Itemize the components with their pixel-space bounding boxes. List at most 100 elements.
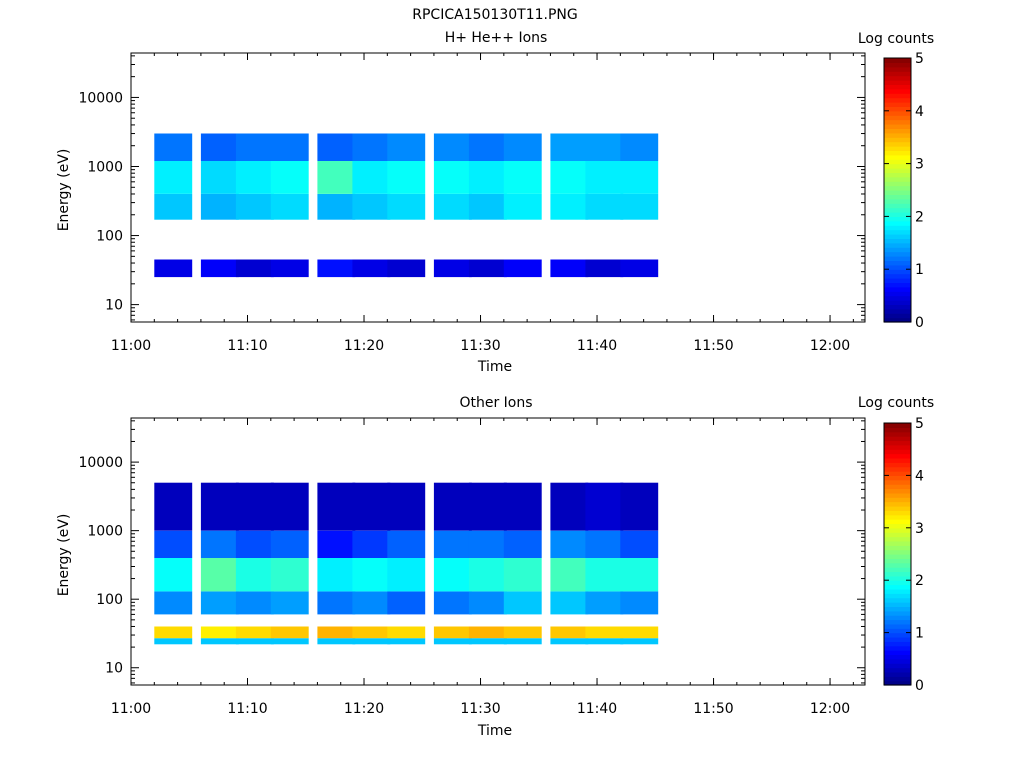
colorbar-segment bbox=[884, 567, 911, 573]
colorbar-segment bbox=[884, 256, 911, 261]
heatmap-cell bbox=[270, 626, 309, 639]
colorbar-segment bbox=[884, 475, 911, 481]
heatmap-cell bbox=[503, 133, 542, 161]
x-tick-label: 11:10 bbox=[227, 701, 267, 717]
colorbar-segment bbox=[884, 532, 911, 538]
heatmap-cell bbox=[317, 133, 356, 161]
plot-axes: 11:00 11:10 11:20 11:30 11:40 11:50 12:00 10 100… bbox=[78, 417, 866, 717]
x-tick-label: 12:00 bbox=[810, 701, 850, 717]
heatmap-cell bbox=[352, 194, 391, 220]
colorbar-segment bbox=[884, 619, 911, 625]
heatmap-cell bbox=[503, 626, 542, 639]
heatmap-cell bbox=[550, 530, 589, 558]
heatmap-cell bbox=[154, 259, 193, 278]
heatmap-cell bbox=[468, 194, 507, 220]
colorbar-segment bbox=[884, 588, 911, 594]
colorbar-segment bbox=[884, 260, 911, 266]
panel-h-he-ions: H+ He++ Ions Time Energy (eV) Log counts… bbox=[56, 30, 934, 375]
heatmap-cell bbox=[200, 133, 239, 161]
colorbar-segment bbox=[884, 562, 911, 568]
colorbar-segment bbox=[884, 194, 911, 200]
heatmap-cell bbox=[620, 133, 659, 161]
heatmap-cell bbox=[585, 530, 624, 558]
heatmap-cell bbox=[270, 557, 309, 592]
colorbar-segment bbox=[884, 676, 911, 682]
colorbar-tick-label: 5 bbox=[915, 51, 924, 67]
colorbar-segment bbox=[884, 606, 911, 612]
heatmap-cell bbox=[503, 194, 542, 220]
colorbar-tick-label: 2 bbox=[915, 573, 924, 589]
colorbar-segment bbox=[884, 163, 911, 169]
heatmap-cell bbox=[433, 530, 472, 558]
colorbar-segment bbox=[884, 176, 911, 182]
heatmap-cell bbox=[550, 626, 589, 639]
colorbar-segment bbox=[884, 216, 911, 222]
heatmap-cell bbox=[154, 626, 193, 639]
heatmap-cell bbox=[550, 194, 589, 220]
colorbar-segment bbox=[884, 484, 911, 490]
colorbar-segment bbox=[884, 304, 911, 310]
x-tick-label: 11:20 bbox=[344, 701, 384, 717]
heatmap-cell bbox=[235, 482, 274, 531]
colorbar-tick-label: 5 bbox=[915, 416, 924, 432]
colorbar-segment bbox=[884, 251, 911, 257]
colorbar-segment bbox=[884, 510, 911, 516]
colorbar-segment bbox=[884, 571, 911, 577]
x-tick-label: 11:20 bbox=[344, 338, 384, 354]
heatmap-cell bbox=[317, 626, 356, 639]
heatmap-cell bbox=[352, 161, 391, 194]
colorbar-tick-label: 3 bbox=[915, 521, 924, 537]
colorbar-segment bbox=[884, 141, 911, 147]
x-tick-label: 11:00 bbox=[111, 338, 151, 354]
heatmap-cell bbox=[200, 557, 239, 592]
x-tick-label: 11:30 bbox=[460, 338, 500, 354]
heatmap-cell bbox=[270, 259, 309, 278]
colorbar-segment bbox=[884, 115, 911, 121]
x-axis-label: Time bbox=[477, 723, 512, 739]
heatmap-cell bbox=[235, 161, 274, 194]
x-tick-label: 11:40 bbox=[577, 338, 617, 354]
colorbar-segment bbox=[884, 523, 911, 529]
heatmap-cell bbox=[468, 482, 507, 531]
heatmap-cell bbox=[317, 557, 356, 592]
colorbar-segment bbox=[884, 124, 911, 129]
heatmap-cell bbox=[433, 557, 472, 592]
colorbar-segment bbox=[884, 654, 911, 660]
colorbar-segment bbox=[884, 497, 911, 503]
panel-title: Other Ions bbox=[459, 395, 532, 411]
colorbar-tick-label: 1 bbox=[915, 262, 924, 278]
heatmap-cell bbox=[585, 557, 624, 592]
heatmap-cell bbox=[200, 194, 239, 220]
colorbar-tick-label: 0 bbox=[915, 678, 924, 694]
colorbar-segment bbox=[884, 462, 911, 468]
heatmap-cell bbox=[270, 591, 309, 615]
heatmap-cell bbox=[154, 638, 193, 645]
colorbar-segment bbox=[884, 110, 911, 116]
heatmap-cell bbox=[550, 638, 589, 645]
colorbar: 0 1 2 3 4 5 bbox=[883, 416, 924, 694]
colorbar-segment bbox=[884, 453, 911, 459]
colorbar-segment bbox=[884, 671, 911, 677]
heatmap-cell bbox=[620, 161, 659, 194]
heatmap-cell bbox=[620, 194, 659, 220]
x-tick-label: 12:00 bbox=[810, 338, 850, 354]
colorbar-segment bbox=[884, 286, 911, 292]
heatmap-cell bbox=[200, 626, 239, 639]
colorbar-segment bbox=[884, 102, 911, 107]
x-tick-label: 11:50 bbox=[693, 338, 733, 354]
colorbar-segment bbox=[884, 190, 911, 195]
colorbar-segment bbox=[884, 234, 911, 239]
panel-title: H+ He++ Ions bbox=[445, 30, 548, 46]
colorbar-segment bbox=[884, 207, 911, 213]
x-tick-label: 11:50 bbox=[693, 701, 733, 717]
heatmap-cell bbox=[200, 638, 239, 645]
colorbar-segment bbox=[884, 584, 911, 590]
heatmap-cell bbox=[620, 591, 659, 615]
heatmap-cells bbox=[154, 482, 659, 645]
heatmap-cell bbox=[468, 259, 507, 278]
heatmap-cell bbox=[235, 557, 274, 592]
colorbar-segment bbox=[884, 132, 911, 138]
colorbar-segment bbox=[884, 632, 911, 638]
